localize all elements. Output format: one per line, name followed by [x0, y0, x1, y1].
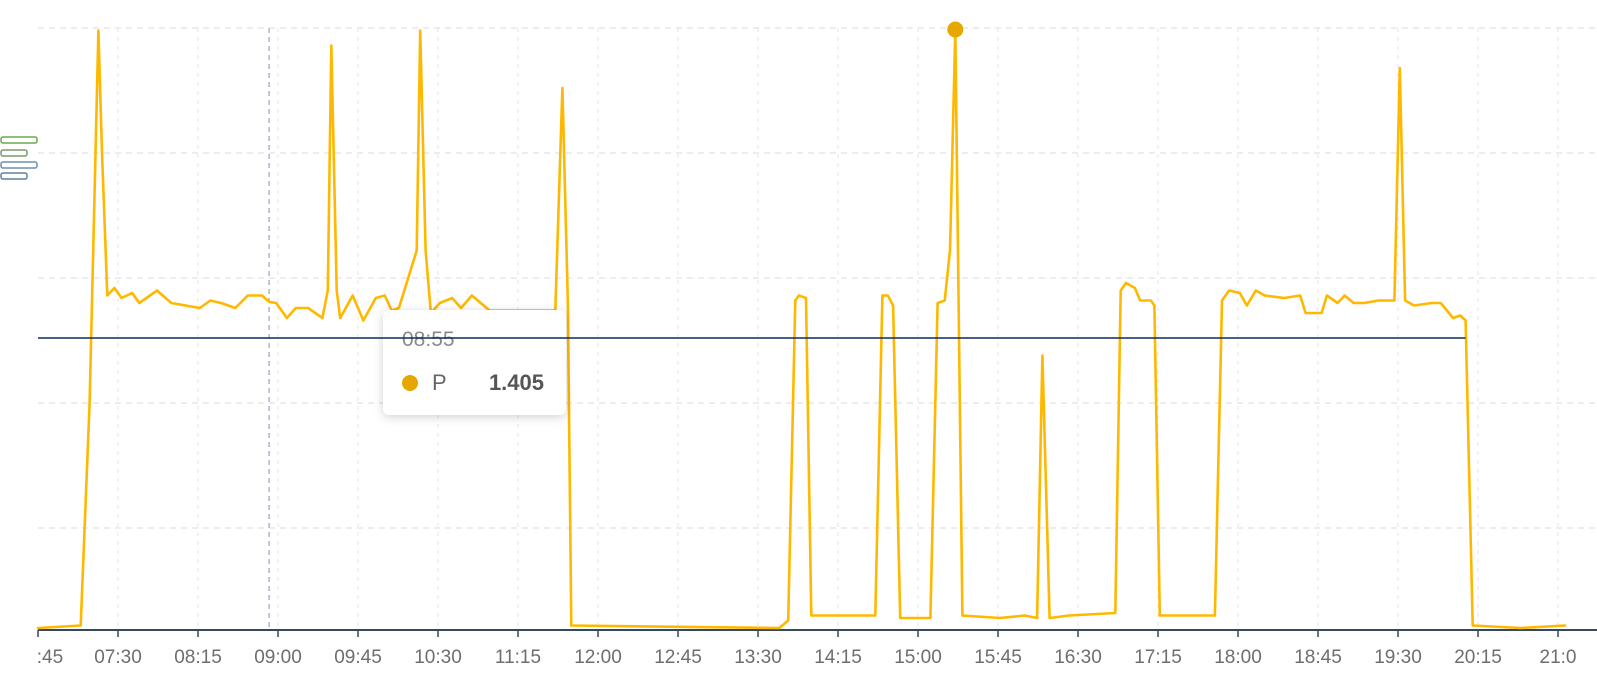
- x-tick-label: 15:00: [894, 647, 942, 668]
- series-line: [36, 29, 1567, 630]
- x-tick-label: 11:15: [495, 647, 541, 668]
- x-tick-label: 20:15: [1454, 647, 1502, 668]
- x-tick-label: 09:45: [334, 647, 382, 668]
- series-p[interactable]: [36, 21, 1567, 630]
- x-tick-label: 17:15: [1134, 647, 1182, 668]
- x-tick-label: 09:00: [254, 647, 302, 668]
- tooltip-time: 08:55: [402, 328, 455, 351]
- max-point-marker: [947, 21, 964, 38]
- x-tick-label: 12:45: [654, 647, 702, 668]
- tooltip-row: P 1.405: [402, 370, 566, 396]
- x-tick-label: 15:45: [974, 647, 1022, 668]
- x-tick-label: 12:00: [574, 647, 622, 668]
- x-tick-label: 10:30: [414, 647, 462, 668]
- x-tick-label: 14:15: [814, 647, 862, 668]
- x-tick-label: 07:30: [94, 647, 142, 668]
- x-tick-label: :45: [37, 647, 63, 668]
- x-tick-label: 19:30: [1374, 647, 1422, 668]
- bar-list-toggle-icon[interactable]: [0, 136, 38, 180]
- x-tick-label: 13:30: [734, 647, 782, 668]
- series-dot-icon: [402, 375, 418, 391]
- x-tick-label: 18:00: [1214, 647, 1262, 668]
- tooltip-value: 1.405: [488, 370, 544, 395]
- x-tick-label: 18:45: [1294, 647, 1342, 668]
- tooltip-series-name: P: [432, 370, 447, 395]
- x-axis: :45 07:30 08:15 09:00 09:45 10:30 11:15 12:00 12…: [37, 629, 1597, 668]
- grid: [38, 27, 1597, 630]
- tooltip: 08:55 P 1.405: [383, 310, 566, 415]
- x-tick-label: 08:15: [174, 647, 222, 668]
- x-tick-label: 21:0: [1540, 647, 1577, 668]
- x-tick-label: 16:30: [1054, 647, 1102, 668]
